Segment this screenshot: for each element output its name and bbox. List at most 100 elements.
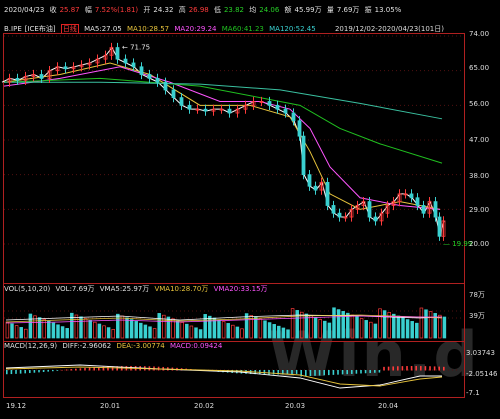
volume-bar bbox=[129, 319, 134, 339]
volume-bar bbox=[410, 321, 414, 339]
volume-bar bbox=[106, 327, 111, 339]
candlesticks bbox=[7, 42, 446, 241]
candle-body bbox=[103, 54, 108, 60]
change-label: 幅 bbox=[84, 6, 92, 14]
macd-bar bbox=[19, 370, 22, 374]
volume-bar bbox=[42, 319, 46, 339]
volume-bar bbox=[93, 321, 97, 339]
volume-bar bbox=[162, 314, 166, 339]
volume-bar bbox=[47, 320, 51, 339]
macd-bar bbox=[61, 369, 63, 371]
volume-bar bbox=[428, 311, 433, 339]
volume-bar bbox=[290, 308, 295, 339]
volume-bars bbox=[5, 307, 447, 339]
macd-bar bbox=[42, 370, 45, 372]
volume-bar bbox=[286, 329, 290, 339]
change-value: 7.52%(1.81) bbox=[94, 6, 139, 14]
candle-body bbox=[63, 66, 68, 70]
macd-bar bbox=[286, 370, 289, 375]
macd-bar bbox=[10, 370, 13, 375]
candle-body bbox=[15, 77, 20, 81]
volume-bar bbox=[19, 327, 23, 339]
ma120-label: MA120:52.45 bbox=[269, 25, 316, 33]
close-label: 收 bbox=[49, 6, 57, 14]
volume-bar bbox=[217, 319, 221, 339]
volume-bar bbox=[378, 308, 382, 339]
candle-body bbox=[361, 201, 366, 206]
price-tick-6: 20.00 bbox=[469, 240, 490, 248]
candle-body bbox=[367, 201, 372, 218]
candle-body bbox=[331, 205, 336, 214]
vol-title: VOL(5,10,20) bbox=[4, 285, 51, 293]
date-range: 2019/12/02-2020/04/23(101日) bbox=[334, 25, 444, 33]
volume-bar bbox=[244, 313, 249, 339]
volume-bar bbox=[65, 328, 69, 339]
volume-bar bbox=[102, 325, 106, 339]
volume-bar bbox=[198, 329, 203, 339]
macd-tick-1: -2.05146 bbox=[466, 370, 498, 378]
macd-bar bbox=[272, 370, 275, 375]
macd-bar bbox=[52, 370, 54, 372]
macd-bar bbox=[70, 369, 72, 371]
volume-bar bbox=[355, 316, 359, 339]
macd-lines bbox=[5, 364, 443, 389]
open-label: 开 bbox=[143, 6, 151, 14]
ma20-label: MA20:29.24 bbox=[174, 25, 217, 33]
period-badge[interactable]: 日线 bbox=[60, 24, 79, 34]
candle-body bbox=[219, 108, 224, 111]
turnover-value: 13.05% bbox=[374, 6, 402, 14]
macd-bar bbox=[107, 366, 109, 371]
macd-value-label: MACD:0.09424 bbox=[169, 342, 223, 350]
volume-bar bbox=[70, 312, 74, 339]
volume-bar bbox=[74, 314, 79, 339]
turnover-label: 振 bbox=[364, 6, 372, 14]
candle-body bbox=[415, 197, 420, 206]
macd-bar bbox=[346, 370, 348, 375]
low-label: 低 bbox=[213, 6, 221, 14]
volume-bar bbox=[10, 323, 14, 339]
candle-body bbox=[23, 76, 28, 81]
ma60-label: MA60:41.23 bbox=[221, 25, 264, 33]
volume-bar bbox=[258, 318, 263, 339]
candle-body bbox=[55, 66, 60, 72]
macd-bar bbox=[33, 370, 36, 373]
macd-bar bbox=[75, 368, 77, 371]
candle-body bbox=[437, 216, 442, 237]
volume-bar bbox=[240, 328, 244, 339]
price-tick-3: 47.00 bbox=[469, 136, 490, 144]
macd-bar bbox=[374, 370, 376, 373]
candle-body bbox=[337, 212, 342, 218]
volume-bar bbox=[424, 309, 428, 339]
vma20-line bbox=[5, 315, 442, 324]
vol-tick-1: 39万 bbox=[469, 312, 485, 320]
macd-tick-2: -7.1 bbox=[466, 389, 480, 397]
macd-bar bbox=[24, 370, 26, 374]
vma5-line bbox=[5, 314, 443, 321]
volume-bar bbox=[157, 313, 161, 339]
volume-bar bbox=[364, 320, 368, 339]
vma10-label: VMA10:28.70万 bbox=[154, 285, 209, 293]
dea-line bbox=[5, 366, 443, 387]
close-value: 25.87 bbox=[59, 6, 80, 14]
macd-bar bbox=[406, 366, 408, 371]
ma10-label: MA10:28.57 bbox=[126, 25, 170, 33]
volume-bar bbox=[359, 318, 364, 339]
price-tick-0: 74.00 bbox=[469, 30, 490, 38]
date-label-3: 20.03 bbox=[285, 402, 306, 410]
vol-tick-0: 78万 bbox=[469, 291, 485, 299]
date-label-1: 20.01 bbox=[100, 402, 121, 410]
volume-bar bbox=[37, 317, 42, 339]
volume-bar bbox=[185, 323, 189, 339]
macd-bar bbox=[410, 366, 413, 371]
candle-body bbox=[155, 77, 160, 83]
volume-bar bbox=[60, 326, 65, 339]
avg-label: 均 bbox=[249, 6, 257, 14]
macd-bar bbox=[93, 367, 95, 371]
candle-body bbox=[95, 58, 100, 64]
volume-bar bbox=[79, 316, 83, 339]
candle-body bbox=[297, 120, 302, 137]
macd-bar bbox=[295, 370, 298, 374]
volume-bar bbox=[272, 324, 276, 339]
candle-body bbox=[325, 181, 330, 206]
